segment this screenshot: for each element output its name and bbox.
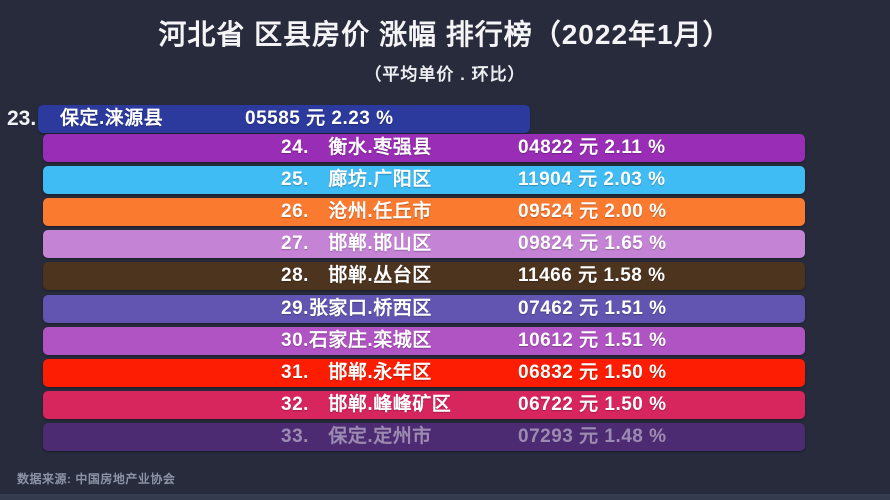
bar-rank-26: 26. 沧州.任丘市 09524 元 2.00 %	[43, 198, 805, 226]
data-source-label: 数据来源: 中国房地产业协会	[17, 472, 176, 486]
bar-rank-25: 25. 廊坊.广阳区 11904 元 2.03 %	[43, 166, 805, 194]
bar-value: 10612 元 1.51 %	[518, 330, 667, 351]
bar-value: 09824 元 1.65 %	[518, 233, 667, 254]
bar-label: 28. 邯郸.丛台区	[281, 265, 432, 286]
bar-rank-24: 24. 衡水.枣强县 04822 元 2.11 %	[43, 134, 805, 162]
bar-value: 06832 元 1.50 %	[518, 362, 667, 383]
bar-label: 25. 廊坊.广阳区	[281, 169, 432, 190]
bar-label: 33. 保定.定州市	[281, 426, 432, 447]
bar-label: 24. 衡水.枣强县	[281, 137, 432, 158]
bar-rank-29: 29.张家口.桥西区 07462 元 1.51 %	[43, 295, 805, 323]
bar-rank-27: 27. 邯郸.邯山区 09824 元 1.65 %	[43, 230, 805, 258]
bar-value: 11466 元 1.58 %	[518, 265, 666, 286]
bar-label: 29.张家口.桥西区	[281, 298, 432, 319]
bar-value: 04822 元 2.11 %	[518, 137, 666, 158]
chart-title: 河北省 区县房价 涨幅 排行榜（2022年1月）	[158, 19, 732, 50]
bar-value: 05585 元 2.23 %	[245, 108, 394, 129]
bar-label: 27. 邯郸.邯山区	[281, 233, 432, 254]
bar-value: 09524 元 2.00 %	[518, 201, 667, 222]
bar-label: 30.石家庄.栾城区	[281, 330, 432, 351]
bottom-strip	[0, 494, 890, 500]
bar-value: 07293 元 1.48 %	[518, 426, 667, 447]
bar-label: 31. 邯郸.永年区	[281, 362, 432, 383]
bar-value: 07462 元 1.51 %	[518, 298, 667, 319]
bar-rank-30: 30.石家庄.栾城区 10612 元 1.51 %	[43, 327, 805, 355]
rank-label-23: 23.	[7, 107, 37, 130]
bar-label: 32. 邯郸.峰峰矿区	[281, 394, 452, 415]
bar-rank-28: 28. 邯郸.丛台区 11466 元 1.58 %	[43, 262, 805, 290]
bar-rank-32: 32. 邯郸.峰峰矿区 06722 元 1.50 %	[43, 391, 805, 419]
bar-value: 11904 元 2.03 %	[518, 169, 666, 190]
bar-rank-33: 33. 保定.定州市 07293 元 1.48 %	[43, 423, 805, 451]
bar-label: 26. 沧州.任丘市	[281, 201, 432, 222]
chart-subtitle: （平均单价 . 环比）	[364, 65, 526, 84]
bar-label: 保定.涞源县	[60, 108, 164, 129]
bar-rank-23: 保定.涞源县 05585 元 2.23 %	[38, 105, 530, 133]
bar-rank-31: 31. 邯郸.永年区 06832 元 1.50 %	[43, 359, 805, 387]
bar-value: 06722 元 1.50 %	[518, 394, 667, 415]
